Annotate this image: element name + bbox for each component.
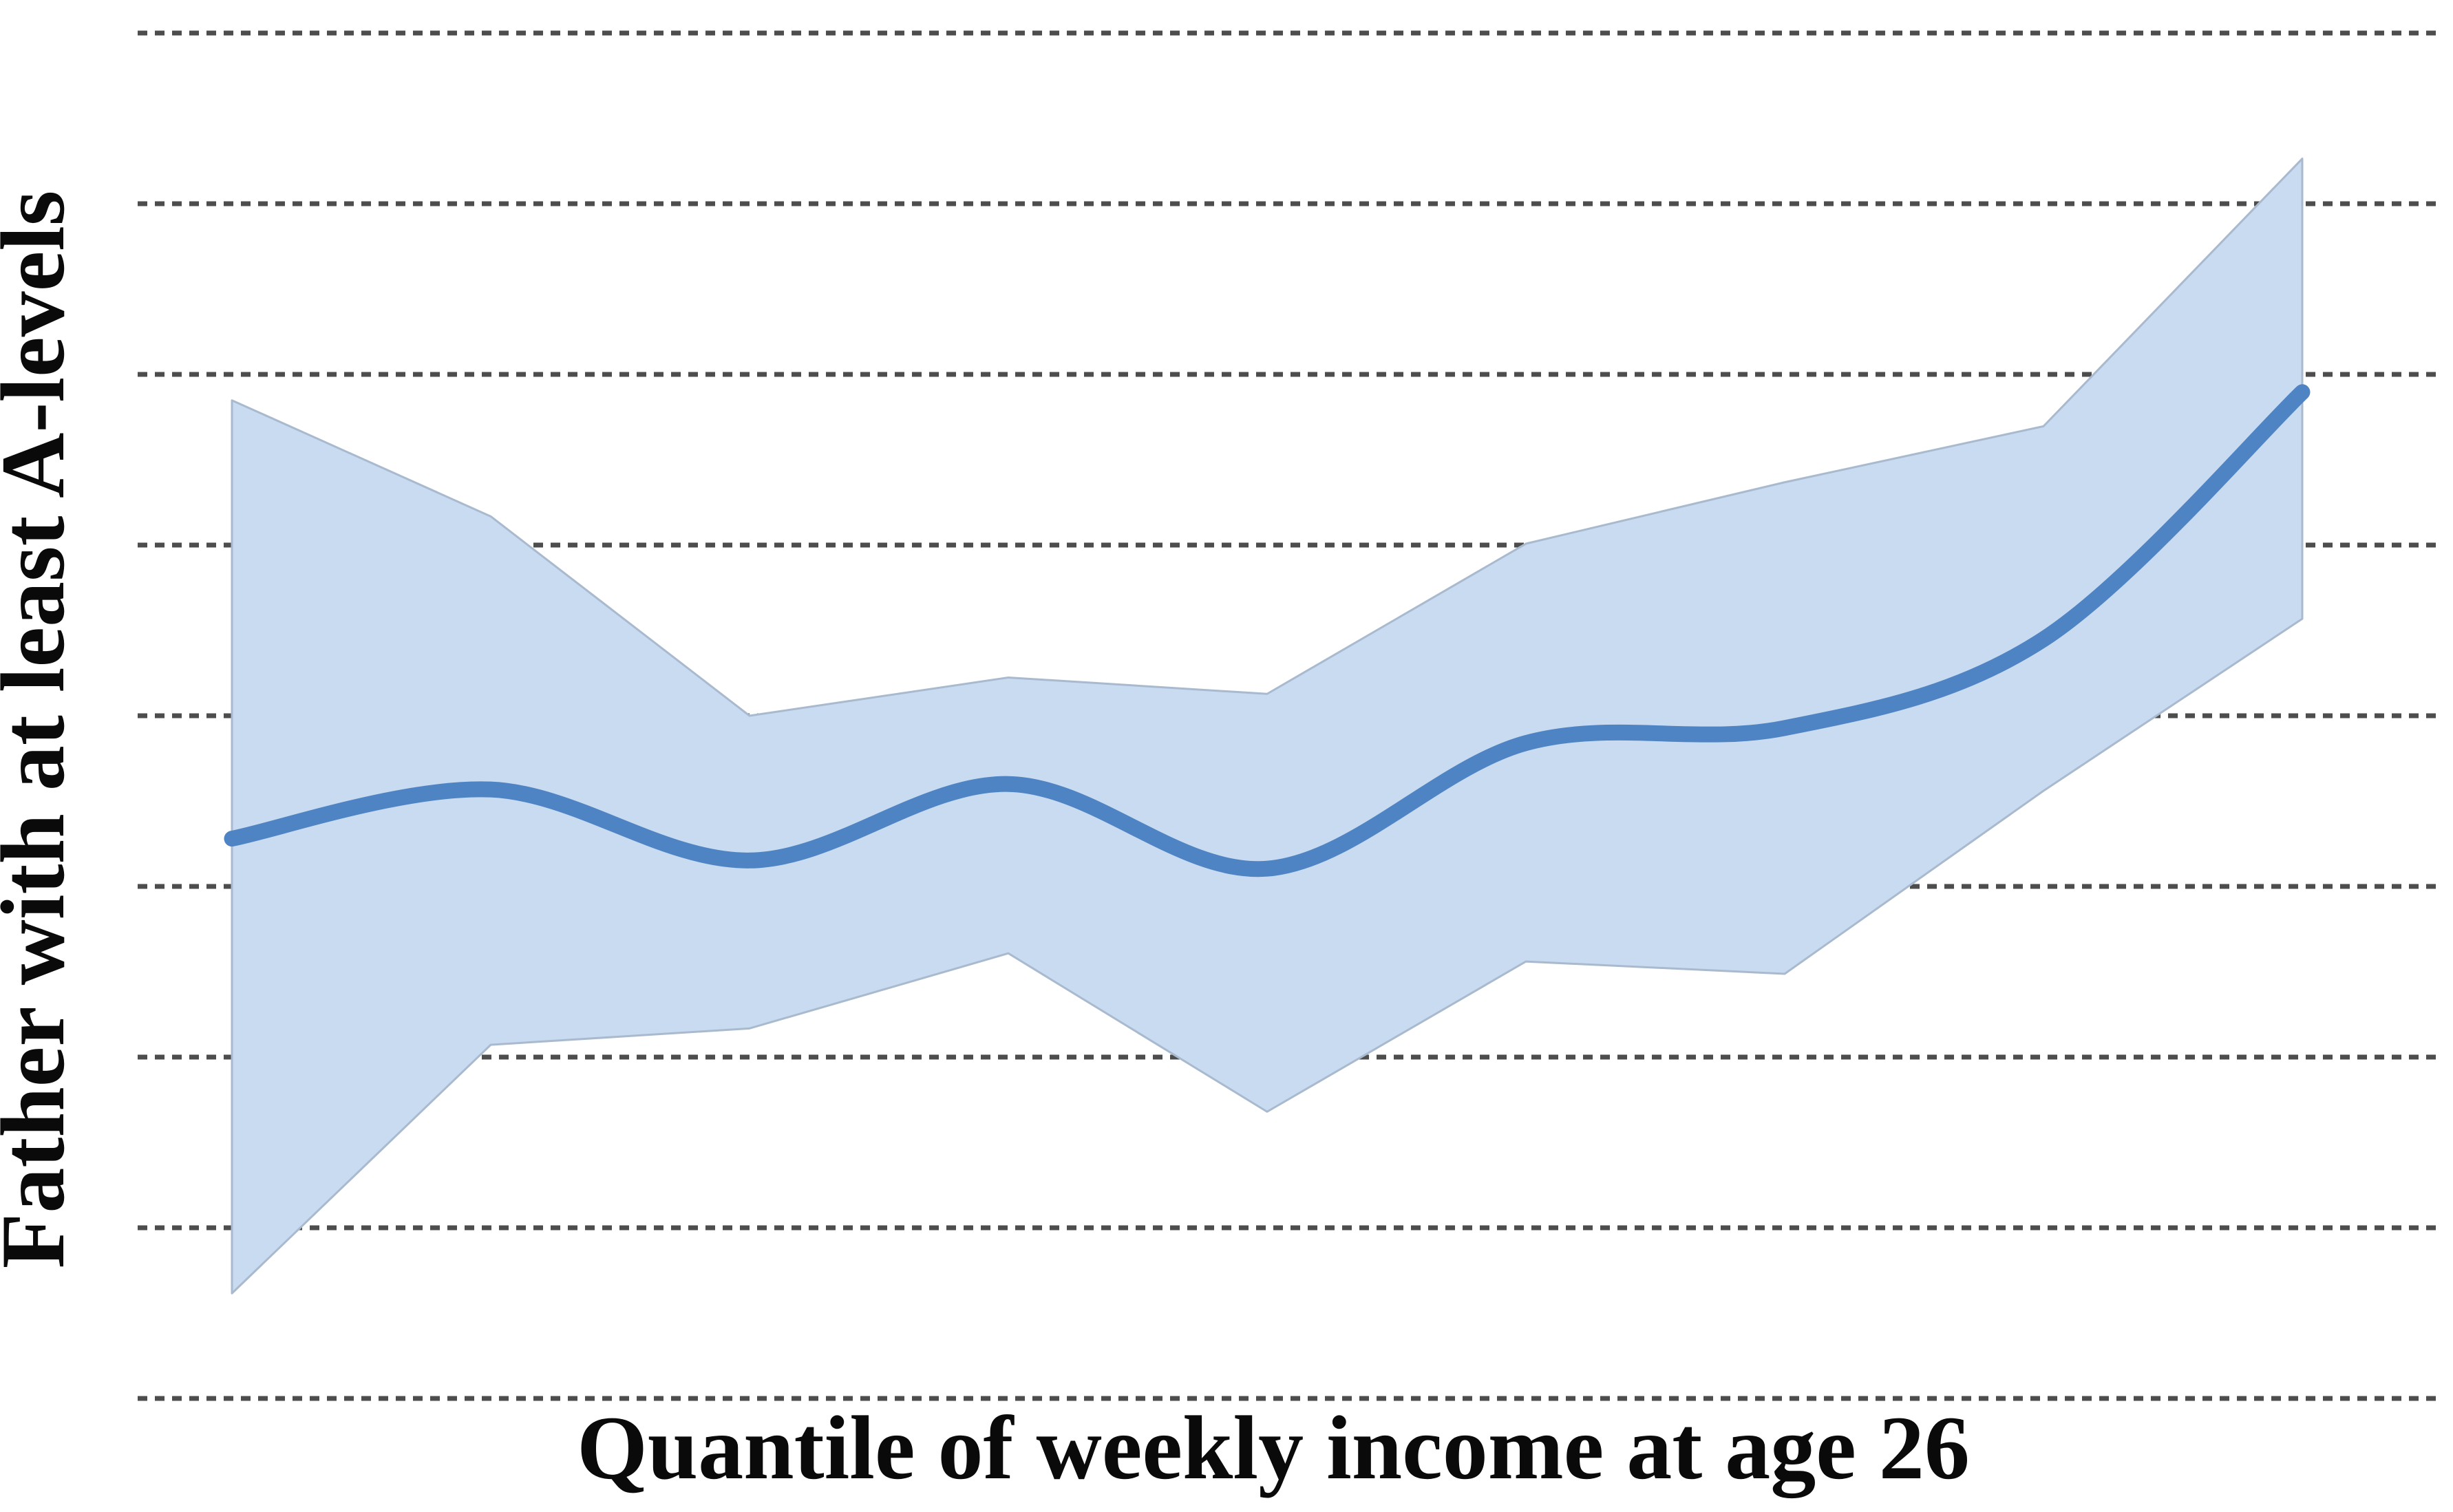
x-axis-title: Quantile of weekly income at age 26 bbox=[577, 1397, 1970, 1498]
confidence-band bbox=[231, 158, 2304, 1295]
trend-line bbox=[224, 384, 2311, 877]
y-axis-title: Father with at least A-levels bbox=[0, 191, 83, 1269]
